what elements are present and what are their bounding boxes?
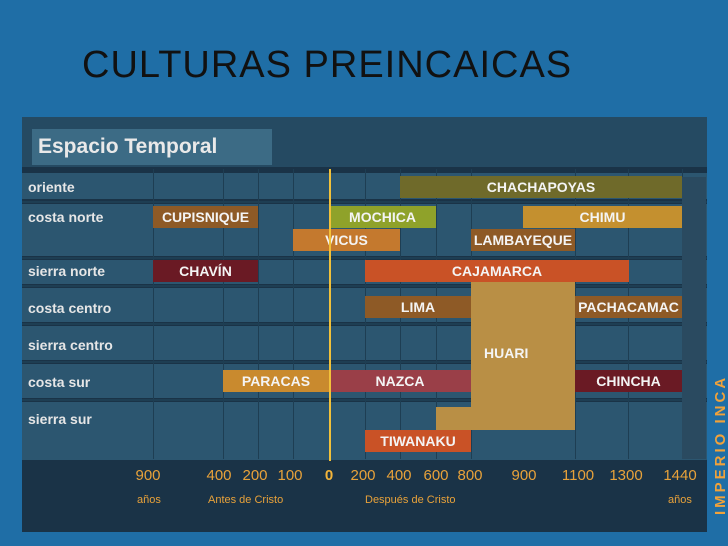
axis-unit-right: años (668, 494, 692, 506)
huari-label: HUARI (484, 345, 529, 361)
row-sep (22, 285, 707, 287)
row-sep (22, 361, 707, 363)
timeline-panel: Espacio Temporal oriente costa norte sie… (22, 117, 728, 532)
bar-lima: LIMA (365, 296, 471, 318)
bar-cupisnique: CUPISNIQUE (153, 206, 258, 228)
bar-mochica: MOCHICA (329, 206, 436, 228)
bar-tiwanaku: TIWANAKU (365, 430, 471, 452)
year-zero-line (329, 169, 331, 461)
bar-pachacamac: PACHACAMAC (575, 296, 682, 318)
bar-chavin: CHAVÍN (153, 260, 258, 282)
bar-chincha: CHINCHA (575, 370, 682, 392)
row-label-sierra-norte: sierra norte (28, 263, 106, 279)
row-label-costa-centro: costa centro (28, 300, 112, 316)
grid-line (258, 169, 259, 459)
bar-lambayeque: LAMBAYEQUE (471, 229, 575, 251)
row-sep (22, 201, 707, 203)
row-sep (22, 323, 707, 325)
bar-paracas: PARACAS (223, 370, 329, 392)
bar-chimu: CHIMU (523, 206, 682, 228)
row-label-sierra-sur: sierra sur (28, 411, 92, 427)
tick-label: 900 (511, 467, 537, 484)
grid-line (153, 169, 154, 459)
tick-label: 200 (350, 467, 376, 484)
axis-bc-label: Antes de Cristo (208, 494, 284, 506)
tick-label: 100 (277, 467, 303, 484)
row-label-costa-sur: costa sur (28, 374, 91, 390)
header-title-box: Espacio Temporal (32, 129, 272, 165)
header-title: Espacio Temporal (38, 135, 218, 158)
tick-label: 1100 (561, 467, 595, 484)
grid-line (293, 169, 294, 459)
grid-line (223, 169, 224, 459)
inca-column (682, 177, 706, 459)
axis-unit-left: años (137, 494, 161, 506)
tick-label: 1440 (663, 467, 697, 484)
tick-label: 900 (135, 467, 161, 484)
row-sep (22, 257, 707, 259)
row-label-costa-norte: costa norte (28, 209, 104, 225)
row-label-sierra-centro: sierra centro (28, 337, 113, 353)
bar-vicus: VICUS (293, 229, 400, 251)
tick-label: 200 (242, 467, 268, 484)
tick-label: 800 (457, 467, 483, 484)
row-sep (22, 399, 707, 401)
tick-label: 0 (324, 467, 334, 484)
bar-chachapoyas: CHACHAPOYAS (400, 176, 682, 198)
tick-label: 600 (423, 467, 449, 484)
row-bg-sierra-sur (22, 402, 707, 460)
row-bg-sierra-centro (22, 326, 707, 360)
axis-ad-label: Después de Cristo (365, 494, 456, 506)
row-label-oriente: oriente (28, 179, 75, 195)
huari-block (471, 282, 575, 430)
axis-strip (22, 461, 707, 531)
tick-label: 400 (386, 467, 412, 484)
header-strip: Espacio Temporal (22, 117, 707, 167)
slide-title: CULTURAS PREINCAICAS (82, 44, 573, 86)
tick-label: 1300 (609, 467, 643, 484)
huari-extension (436, 407, 575, 430)
tick-label: 400 (206, 467, 232, 484)
bar-nazca: NAZCA (329, 370, 471, 392)
bar-cajamarca: CAJAMARCA (365, 260, 629, 282)
inca-label: IMPERIO INCA (712, 374, 728, 515)
